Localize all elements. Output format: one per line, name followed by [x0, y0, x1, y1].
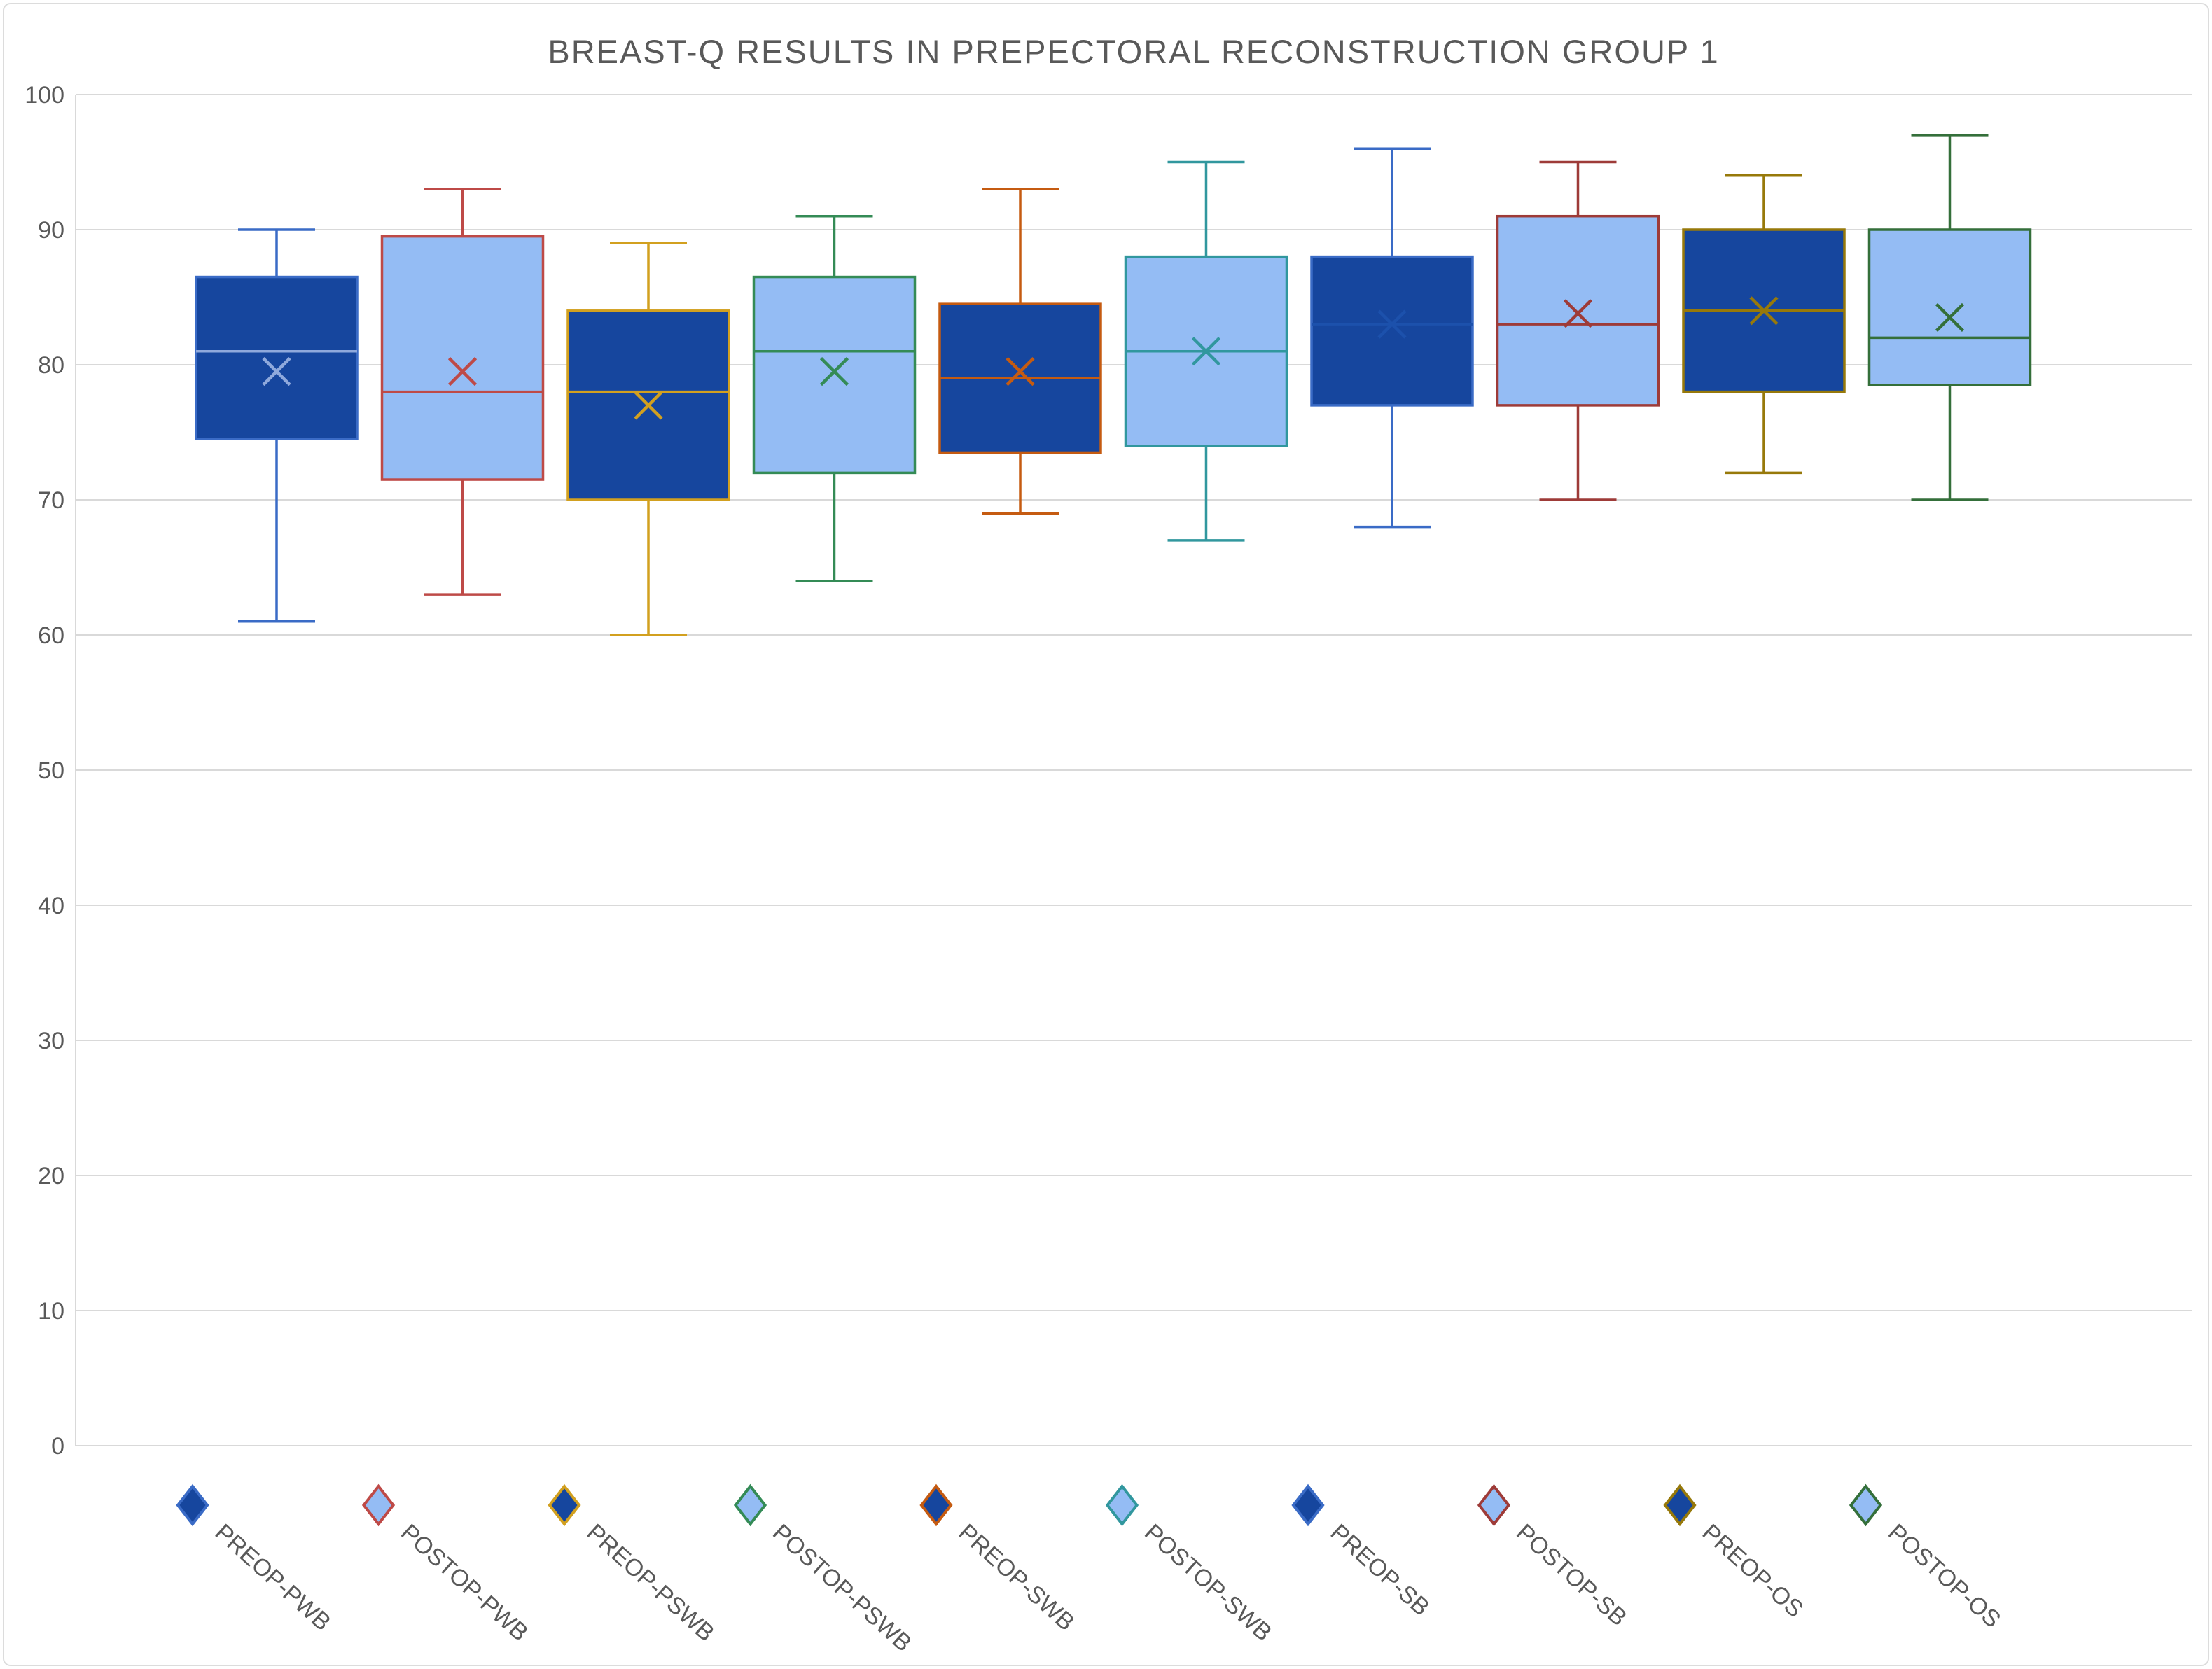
legend-diamond-icon [1105, 1483, 1139, 1527]
mean-x-marker [1377, 309, 1407, 339]
y-tick-label-20: 20 [38, 1163, 64, 1189]
iqr-box[interactable] [1867, 228, 2032, 386]
box-series-PREOP-SB[interactable] [1310, 147, 1474, 529]
mean-x-marker [819, 357, 849, 386]
y-tick-label-100: 100 [25, 82, 64, 109]
legend-diamond-icon [548, 1483, 581, 1527]
legend-diamond-icon [1849, 1483, 1883, 1527]
mean-x-marker [1191, 337, 1221, 366]
box-series-POSTOP-SB[interactable] [1496, 160, 1660, 501]
box-series-PREOP-OS[interactable] [1682, 174, 1846, 475]
chart-outer-border [3, 3, 2209, 1666]
mean-x-marker [634, 391, 663, 420]
box-series-POSTOP-SWB[interactable] [1124, 160, 1288, 542]
mean-x-marker [1563, 299, 1593, 328]
y-axis-group: 0 10 20 30 40 50 60 70 80 90 100 [25, 82, 76, 1460]
mean-x-marker [1006, 357, 1035, 386]
legend-diamond-icon [1477, 1483, 1511, 1527]
y-tick-label-40: 40 [38, 893, 64, 919]
mean-x-marker [1749, 296, 1779, 326]
box-series-PREOP-PWB[interactable] [195, 228, 359, 623]
legend-diamond-icon [1291, 1483, 1325, 1527]
box-series-PREOP-SWB[interactable] [938, 188, 1102, 515]
y-tick-label-70: 70 [38, 487, 64, 514]
mean-x-marker [262, 357, 291, 386]
iqr-box[interactable] [1310, 255, 1474, 407]
y-tick-label-50: 50 [38, 757, 64, 784]
iqr-box[interactable] [195, 275, 359, 440]
box-series-POSTOP-PSWB[interactable] [752, 214, 917, 582]
iqr-box[interactable] [380, 235, 545, 481]
chart-title: BREAST-Q RESULTS IN PREPECTORAL RECONSTR… [548, 33, 1719, 70]
iqr-box[interactable] [752, 275, 917, 475]
box-series-POSTOP-OS[interactable] [1867, 134, 2032, 501]
box-series-POSTOP-PWB[interactable] [380, 188, 545, 596]
y-tick-label-30: 30 [38, 1028, 64, 1054]
legend-diamond-icon [1663, 1483, 1697, 1527]
y-tick-label-80: 80 [38, 352, 64, 379]
mean-x-marker [1935, 302, 1965, 333]
series-group [195, 134, 2032, 636]
iqr-box[interactable] [1496, 214, 1660, 407]
y-tick-label-60: 60 [38, 622, 64, 649]
legend-diamond-icon [361, 1483, 396, 1527]
y-tick-label-90: 90 [38, 217, 64, 244]
legend-diamond-icon [733, 1483, 767, 1527]
legend-diamond-icon [176, 1483, 209, 1527]
y-tick-label-10: 10 [38, 1298, 64, 1325]
y-tick-label-0: 0 [51, 1433, 64, 1460]
box-series-PREOP-PSWB[interactable] [566, 242, 730, 636]
mean-x-marker [447, 357, 478, 386]
legend-diamond-icon [919, 1483, 953, 1527]
